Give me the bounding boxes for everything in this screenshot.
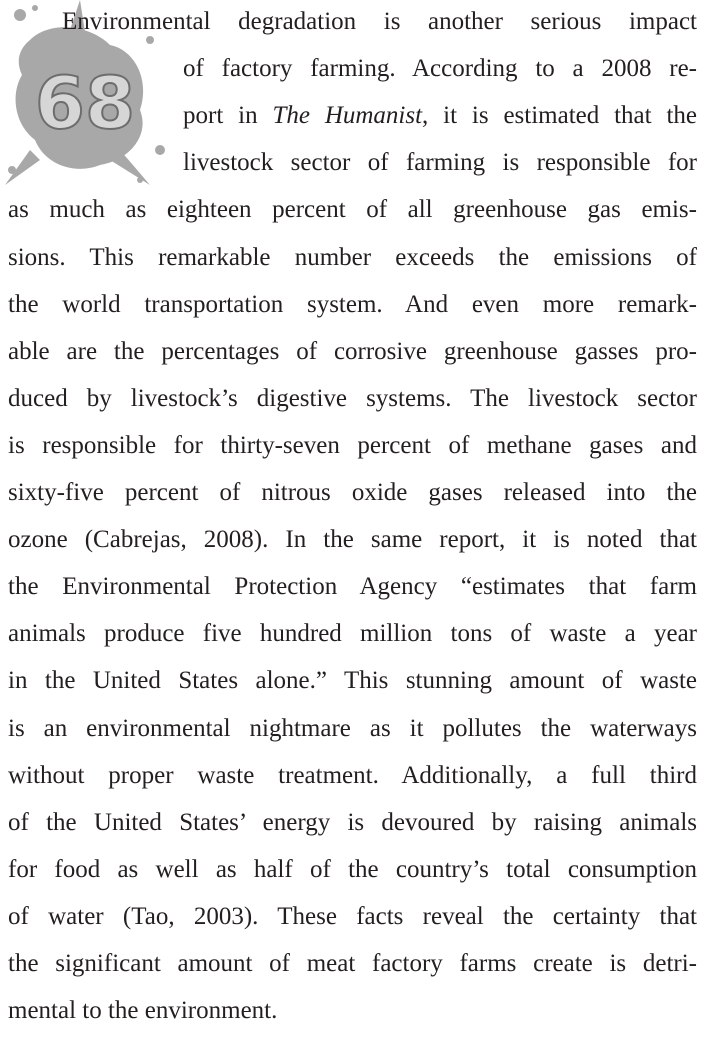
text-line: ozone (Cabrejas, 2008). In the same repo… [8, 525, 697, 555]
text-line: sixty-five percent of nitrous oxide gase… [8, 478, 697, 508]
text-segment: mental to the environment. [8, 997, 277, 1024]
text-line: sions. This remarkable number exceeds th… [8, 243, 697, 273]
page: 68 Environmental degradation is another … [0, 0, 707, 1043]
text-segment: able are the percentages of corrosive gr… [8, 338, 697, 365]
text-line: livestock sector of farming is responsib… [183, 148, 697, 178]
text-segment: of factory farming. According to a 2008 … [183, 55, 697, 82]
text-segment: as much as eighteen percent of all green… [8, 196, 697, 223]
text-line: of the United States’ energy is devoured… [8, 808, 697, 838]
drop-number: 68 [35, 61, 135, 145]
text-line: in the United States alone.” This stunni… [8, 666, 697, 696]
text-segment: Environmental degradation is another ser… [62, 8, 697, 35]
text-line: the Environmental Protection Agency “est… [8, 572, 697, 602]
text-line: mental to the environment. [8, 996, 608, 1026]
text-segment: animals produce five hundred million ton… [8, 620, 697, 647]
text-line: animals produce five hundred million ton… [8, 619, 697, 649]
text-segment: livestock sector of farming is responsib… [183, 149, 697, 176]
text-line: as much as eighteen percent of all green… [8, 195, 697, 225]
text-segment: of water (Tao, 2003). These facts reveal… [8, 903, 697, 930]
text-line: for food as well as half of the country’… [8, 855, 697, 885]
text-segment: is an environmental nightmare as it poll… [8, 715, 697, 742]
text-segment: the significant amount of meat factory f… [8, 950, 697, 977]
document: 68 Environmental degradation is another … [0, 0, 707, 1043]
text-line: duced by livestock’s digestive systems. … [8, 384, 697, 414]
text-line: port in The Humanist, it is estimated th… [183, 101, 697, 131]
text-line: the world transportation system. And eve… [8, 290, 697, 320]
text-line: the significant amount of meat factory f… [8, 949, 697, 979]
text-line: of water (Tao, 2003). These facts reveal… [8, 902, 697, 932]
text-segment: ozone (Cabrejas, 2008). In the same repo… [8, 526, 697, 553]
text-line: Environmental degradation is another ser… [62, 7, 697, 37]
text-line: without proper waste treatment. Addition… [8, 761, 697, 791]
text-segment: duced by livestock’s digestive systems. … [8, 385, 697, 412]
text-segment: in the United States alone.” This stunni… [8, 667, 697, 694]
text-segment: the Environmental Protection Agency “est… [8, 573, 697, 600]
text-segment: , it is estimated that the [422, 102, 697, 129]
text-segment: is responsible for thirty-seven percent … [8, 432, 697, 459]
styled-segment: The Humanist [272, 102, 422, 129]
text-segment: for food as well as half of the country’… [8, 856, 697, 883]
text-line: is responsible for thirty-seven percent … [8, 431, 697, 461]
text-line: is an environmental nightmare as it poll… [8, 714, 697, 744]
text-line: of factory farming. According to a 2008 … [183, 54, 697, 84]
text-segment: of the United States’ energy is devoured… [8, 809, 697, 836]
text-segment: without proper waste treatment. Addition… [8, 762, 697, 789]
text-segment: sions. This remarkable number exceeds th… [8, 244, 697, 271]
text-line: able are the percentages of corrosive gr… [8, 337, 697, 367]
text-segment: sixty-five percent of nitrous oxide gase… [8, 479, 697, 506]
text-segment: port in [183, 102, 272, 129]
text-segment: the world transportation system. And eve… [8, 291, 697, 318]
